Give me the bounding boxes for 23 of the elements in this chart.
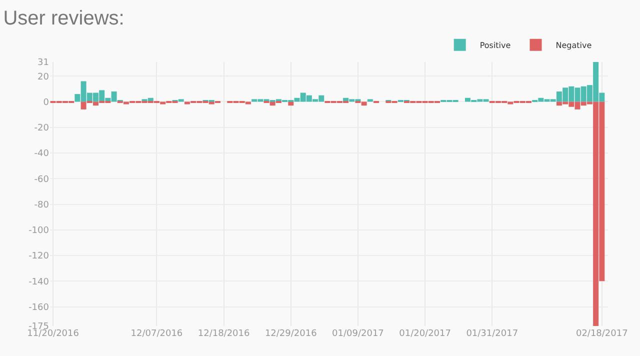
y-tick-label: 31	[38, 58, 49, 68]
bar	[367, 99, 373, 102]
x-tick-label: 12/18/2016	[198, 329, 250, 339]
legend-label: Positive	[480, 40, 511, 50]
y-tick-label: -100	[28, 226, 50, 236]
y-tick-label: -120	[28, 252, 50, 262]
x-tick-label: 02/18/2017	[576, 329, 628, 339]
x-tick-label: 12/07/2016	[130, 329, 183, 339]
x-tick-label: 01/09/2017	[332, 329, 384, 339]
chart-title: User reviews:	[3, 8, 124, 30]
y-tick-label: -20	[34, 124, 50, 134]
y-tick-label: 0	[43, 98, 50, 108]
y-tick-label: -60	[34, 174, 50, 185]
y-tick-label: 20	[38, 72, 50, 82]
y-tick-label: -140	[28, 277, 50, 288]
bar	[288, 102, 294, 106]
x-tick-label: 01/31/2017	[466, 329, 518, 339]
y-tick-label: -40	[34, 149, 50, 160]
y-tick-label: -80	[34, 200, 50, 210]
x-tick-label: 12/29/2016	[264, 329, 318, 339]
x-tick-label: 01/20/2017	[399, 329, 451, 339]
y-tick-label: -160	[28, 302, 50, 313]
legend-label: Negative	[556, 40, 592, 50]
